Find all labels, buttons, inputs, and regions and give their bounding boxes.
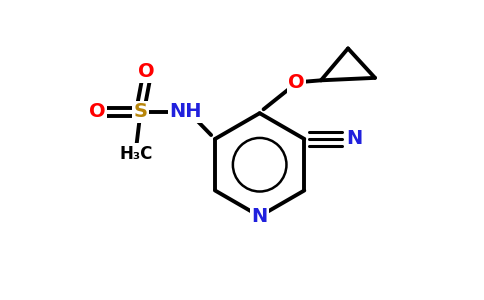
Text: S: S [134, 103, 148, 122]
Text: N: N [347, 130, 363, 148]
Text: N: N [252, 207, 268, 226]
Text: NH: NH [169, 103, 202, 122]
Text: O: O [138, 62, 155, 81]
Text: H₃C: H₃C [120, 145, 153, 163]
Text: O: O [288, 73, 305, 92]
Text: O: O [89, 103, 106, 122]
